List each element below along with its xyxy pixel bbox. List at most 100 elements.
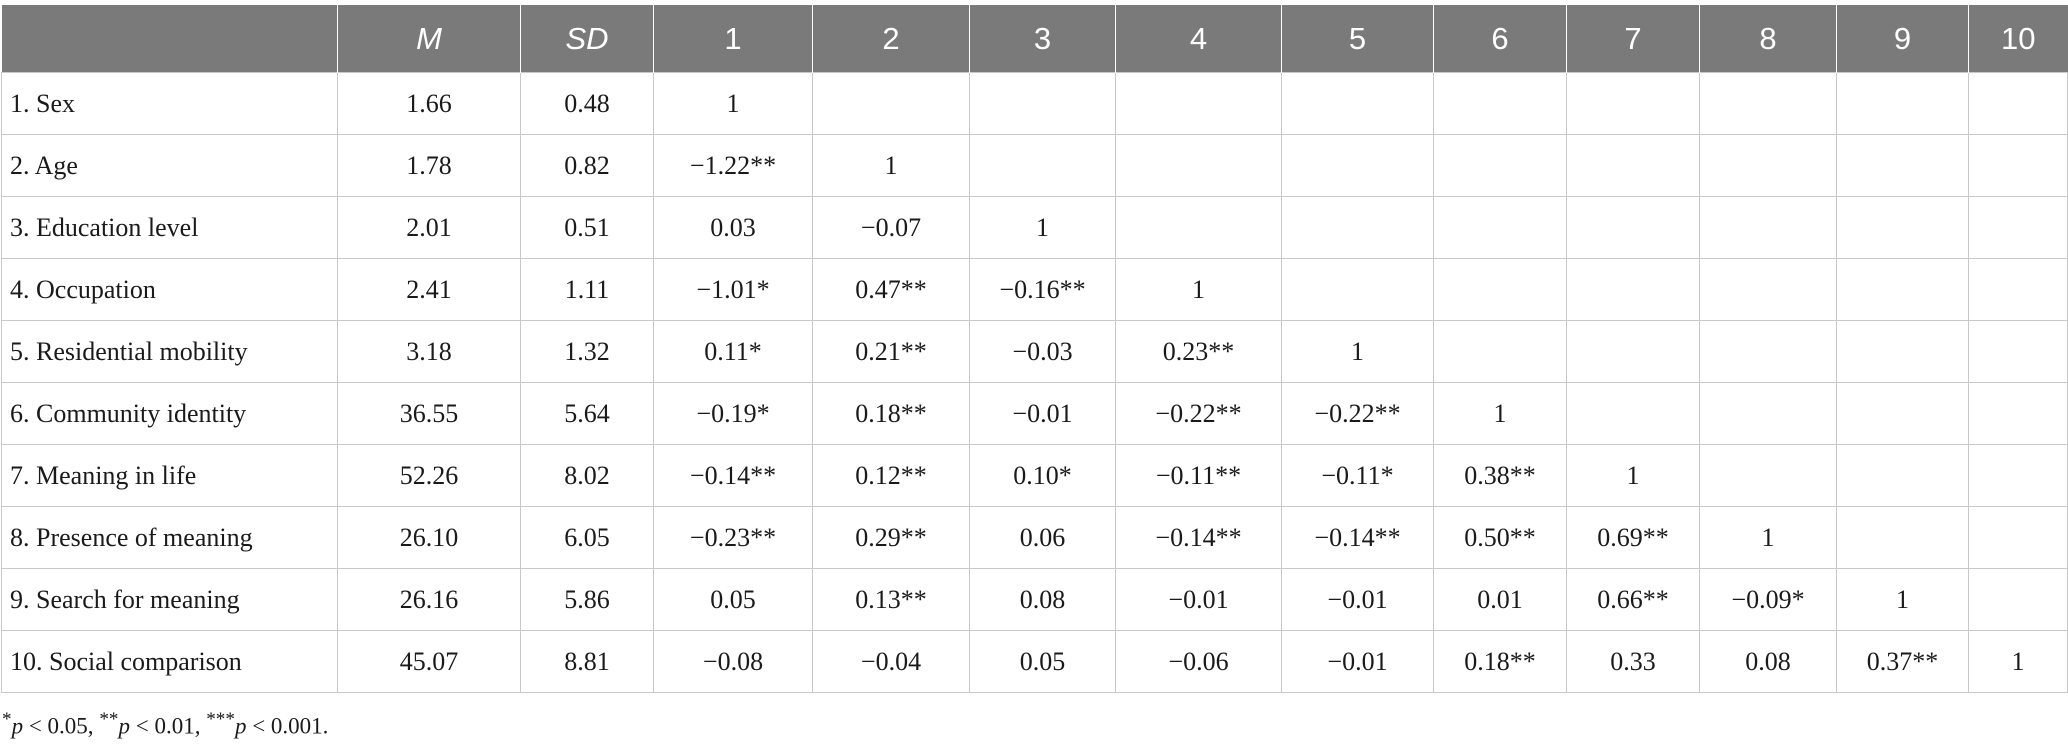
correlation-cell: −0.19*	[653, 382, 813, 445]
correlation-cell: −0.01	[969, 382, 1116, 445]
correlation-cell	[1115, 72, 1282, 135]
note-text: < 0.001.	[246, 713, 329, 739]
header-cell-7: 7	[1566, 5, 1700, 73]
correlation-cell	[1566, 196, 1700, 259]
variable-label: 7. Meaning in life	[1, 444, 338, 507]
correlation-cell: 0.10*	[969, 444, 1116, 507]
correlation-cell: 0.50**	[1433, 506, 1567, 569]
header-cell-6: 6	[1433, 5, 1567, 73]
correlation-cell: −0.03	[969, 320, 1116, 383]
correlation-cell	[1968, 72, 2068, 135]
correlation-cell	[1699, 72, 1837, 135]
correlation-cell: −0.23**	[653, 506, 813, 569]
significance-note: *p < 0.05, **p < 0.01, ***p < 0.001.	[2, 709, 328, 740]
correlation-cell: −0.16**	[969, 258, 1116, 321]
correlation-cell	[1968, 444, 2068, 507]
header-row: M SD 1 2 3 4 5 6 7 8 9 10	[1, 5, 2068, 73]
sd-cell: 0.51	[520, 196, 654, 259]
correlation-cell: 1	[1281, 320, 1434, 383]
correlation-cell: −0.11**	[1115, 444, 1282, 507]
correlation-cell: −0.04	[812, 630, 970, 693]
note-p: p	[118, 713, 130, 739]
correlation-cell	[1699, 134, 1837, 197]
header-cell-m: M	[337, 5, 521, 73]
correlation-cell: −0.01	[1281, 630, 1434, 693]
note-p: p	[11, 713, 24, 739]
table-row: 6. Community identity 36.55 5.64 −0.19* 0.18…	[1, 382, 2068, 445]
table-row: 5. Residential mobility 3.18 1.32 0.11* 0.21…	[1, 320, 2068, 383]
correlation-cell	[1281, 196, 1434, 259]
variable-label: 10. Social comparison	[1, 630, 338, 693]
header-cell-1: 1	[653, 5, 813, 73]
correlation-cell	[1281, 72, 1434, 135]
correlation-cell	[1433, 72, 1567, 135]
variable-label: 4. Occupation	[1, 258, 338, 321]
correlation-cell	[1566, 258, 1700, 321]
correlation-cell	[1699, 444, 1837, 507]
correlation-cell: 0.08	[969, 568, 1116, 631]
table-row: 4. Occupation 2.41 1.11 −1.01* 0.47** −0.16**…	[1, 258, 2068, 321]
mean-cell: 52.26	[337, 444, 521, 507]
correlation-cell: 1	[969, 196, 1116, 259]
header-cell-3: 3	[969, 5, 1116, 73]
table-row: 8. Presence of meaning 26.10 6.05 −0.23** 0.…	[1, 506, 2068, 569]
variable-label: 2. Age	[1, 134, 338, 197]
correlation-cell: −0.22**	[1281, 382, 1434, 445]
mean-cell: 2.41	[337, 258, 521, 321]
correlation-cell: −0.08	[653, 630, 813, 693]
note-p: p	[234, 713, 247, 739]
correlation-cell	[1836, 444, 1969, 507]
correlation-cell	[969, 72, 1116, 135]
variable-label: 8. Presence of meaning	[1, 506, 338, 569]
correlation-cell: 1	[653, 72, 813, 135]
correlation-cell: −0.11*	[1281, 444, 1434, 507]
correlation-cell	[1699, 258, 1837, 321]
correlation-cell	[1968, 196, 2068, 259]
correlation-cell: 1	[1433, 382, 1567, 445]
correlation-cell: −1.01*	[653, 258, 813, 321]
note-symbol: **	[99, 709, 119, 730]
variable-label: 3. Education level	[1, 196, 338, 259]
correlation-cell: 0.03	[653, 196, 813, 259]
table-row: 9. Search for meaning 26.16 5.86 0.05 0.13**…	[1, 568, 2068, 631]
correlation-cell	[1115, 196, 1282, 259]
sd-cell: 6.05	[520, 506, 654, 569]
correlation-cell	[1836, 382, 1969, 445]
sd-cell: 0.82	[520, 134, 654, 197]
correlation-table: M SD 1 2 3 4 5 6 7 8 9 10 1. Sex 1.66 0.48…	[1, 5, 2068, 693]
correlation-cell	[1115, 134, 1282, 197]
correlation-cell: 1	[1836, 568, 1969, 631]
correlation-cell	[1968, 320, 2068, 383]
correlation-cell: 0.47**	[812, 258, 970, 321]
correlation-cell: 0.06	[969, 506, 1116, 569]
correlation-cell	[1836, 258, 1969, 321]
correlation-cell: −0.06	[1115, 630, 1282, 693]
correlation-cell	[1836, 196, 1969, 259]
mean-cell: 2.01	[337, 196, 521, 259]
correlation-cell: 0.23**	[1115, 320, 1282, 383]
correlation-cell	[1433, 320, 1567, 383]
correlation-cell	[1699, 196, 1837, 259]
table-body: 1. Sex 1.66 0.48 1 2. Age 1.78 0.82 −1.22** 1 3. …	[1, 72, 2068, 693]
correlation-cell: 0.12**	[812, 444, 970, 507]
variable-label: 5. Residential mobility	[1, 320, 338, 383]
correlation-cell: 0.38**	[1433, 444, 1567, 507]
correlation-cell	[1433, 196, 1567, 259]
correlation-cell: 0.13**	[812, 568, 970, 631]
header-cell-label	[1, 5, 338, 73]
correlation-cell: −0.14**	[1115, 506, 1282, 569]
correlation-cell: 0.33	[1566, 630, 1700, 693]
correlation-cell: 0.05	[653, 568, 813, 631]
sd-cell: 0.48	[520, 72, 654, 135]
mean-cell: 3.18	[337, 320, 521, 383]
correlation-cell	[1836, 320, 1969, 383]
table-row: 1. Sex 1.66 0.48 1	[1, 72, 2068, 135]
correlation-cell: −1.22**	[653, 134, 813, 197]
correlation-cell	[1968, 382, 2068, 445]
correlation-cell: 1	[1115, 258, 1282, 321]
header-cell-9: 9	[1836, 5, 1969, 73]
correlation-cell	[1968, 258, 2068, 321]
correlation-cell: −0.22**	[1115, 382, 1282, 445]
correlation-cell: 1	[1699, 506, 1837, 569]
correlation-cell: 1	[1566, 444, 1700, 507]
